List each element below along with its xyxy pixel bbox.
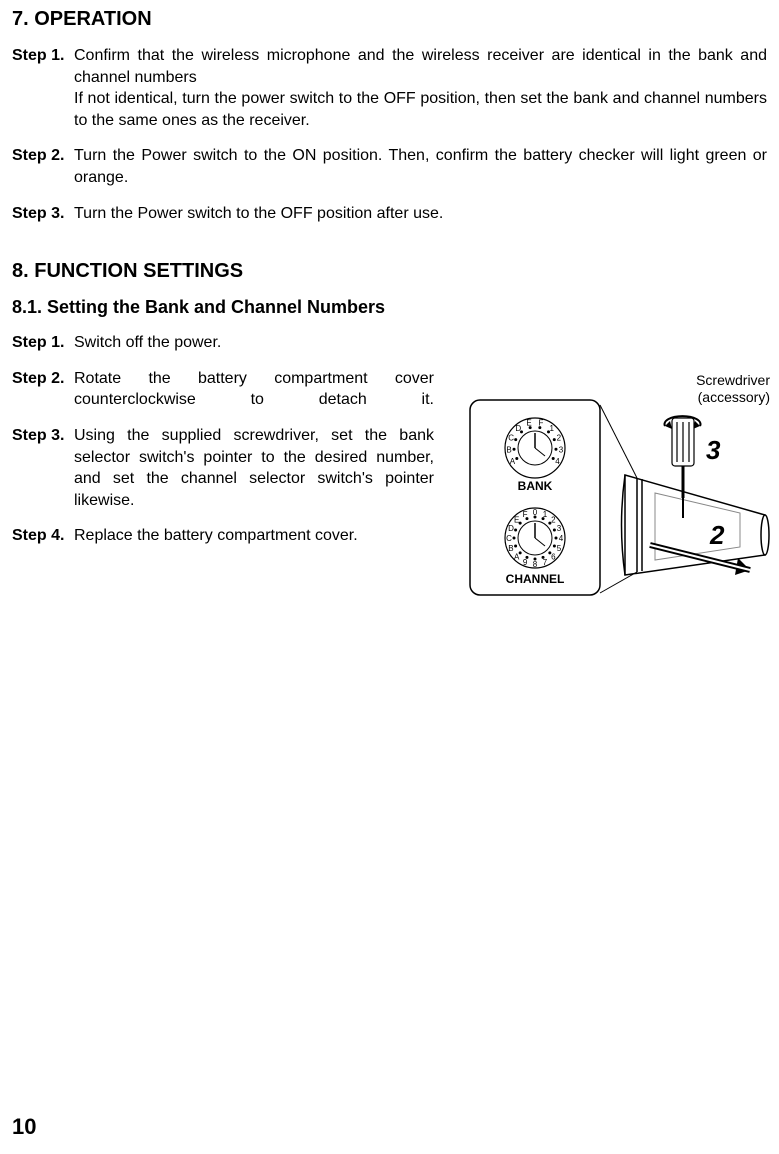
step-body: Rotate the battery compartment cover cou… bbox=[74, 368, 434, 411]
screwdriver-label-line1: Screwdriver bbox=[696, 372, 770, 388]
svg-text:5: 5 bbox=[557, 544, 562, 553]
svg-text:7: 7 bbox=[543, 558, 548, 567]
sec7-step2: Step 2. Turn the Power switch to the ON … bbox=[12, 145, 767, 188]
bank-dial-label: BANK bbox=[518, 479, 553, 493]
step-label: Step 1. bbox=[12, 45, 74, 131]
svg-text:A: A bbox=[510, 457, 516, 466]
step-body: Turn the Power switch to the ON position… bbox=[74, 145, 767, 188]
step-label: Step 1. bbox=[12, 332, 74, 354]
step-label: Step 2. bbox=[12, 368, 74, 411]
screwdriver-label: Screwdriver (accessory) bbox=[696, 372, 770, 406]
page-number: 10 bbox=[12, 1114, 36, 1140]
device-diagram: BANK CHANNEL ABCDEF1234 9ABCDEF012345678 bbox=[460, 380, 770, 610]
svg-text:C: C bbox=[508, 434, 514, 443]
figure-step-3-number: 3 bbox=[706, 435, 720, 466]
step-label: Step 3. bbox=[12, 425, 74, 511]
step-label: Step 3. bbox=[12, 203, 74, 225]
step-body: Turn the Power switch to the OFF positio… bbox=[74, 203, 767, 225]
svg-text:B: B bbox=[508, 544, 513, 553]
sec8-step1: Step 1. Switch off the power. bbox=[12, 332, 767, 354]
svg-text:4: 4 bbox=[555, 457, 560, 466]
section-8-heading: 8. FUNCTION SETTINGS bbox=[12, 260, 767, 283]
svg-text:4: 4 bbox=[559, 534, 564, 543]
svg-text:E: E bbox=[514, 516, 519, 525]
svg-text:0: 0 bbox=[533, 508, 538, 517]
step-body: Replace the battery compartment cover. bbox=[74, 525, 434, 547]
svg-text:3: 3 bbox=[559, 446, 564, 455]
svg-text:A: A bbox=[514, 552, 520, 561]
sec7-step1: Step 1. Confirm that the wireless microp… bbox=[12, 45, 767, 131]
svg-text:C: C bbox=[506, 534, 512, 543]
svg-text:B: B bbox=[506, 446, 511, 455]
step-label: Step 4. bbox=[12, 525, 74, 547]
section-8-1-heading: 8.1. Setting the Bank and Channel Number… bbox=[12, 297, 767, 318]
svg-text:F: F bbox=[539, 419, 544, 428]
section-7-heading: 7. OPERATION bbox=[12, 8, 767, 31]
svg-text:2: 2 bbox=[557, 434, 562, 443]
sec7-step3: Step 3. Turn the Power switch to the OFF… bbox=[12, 203, 767, 225]
step-label: Step 2. bbox=[12, 145, 74, 188]
svg-text:9: 9 bbox=[523, 558, 528, 567]
svg-text:8: 8 bbox=[533, 560, 538, 569]
svg-text:D: D bbox=[515, 424, 521, 433]
svg-text:1: 1 bbox=[549, 424, 554, 433]
figure-step-2-number: 2 bbox=[710, 520, 724, 551]
svg-text:2: 2 bbox=[551, 516, 556, 525]
svg-text:3: 3 bbox=[557, 524, 562, 533]
svg-text:6: 6 bbox=[551, 552, 556, 561]
step-body: Switch off the power. bbox=[74, 332, 434, 354]
bank-channel-figure: Screwdriver (accessory) bbox=[460, 380, 770, 610]
step-body: Confirm that the wireless microphone and… bbox=[74, 45, 767, 131]
screwdriver-label-line2: (accessory) bbox=[698, 389, 770, 405]
svg-text:E: E bbox=[526, 419, 531, 428]
channel-dial-label: CHANNEL bbox=[506, 572, 565, 586]
svg-text:1: 1 bbox=[543, 510, 548, 519]
svg-text:D: D bbox=[508, 524, 514, 533]
svg-text:F: F bbox=[523, 510, 528, 519]
step-body: Using the supplied screwdriver, set the … bbox=[74, 425, 434, 511]
